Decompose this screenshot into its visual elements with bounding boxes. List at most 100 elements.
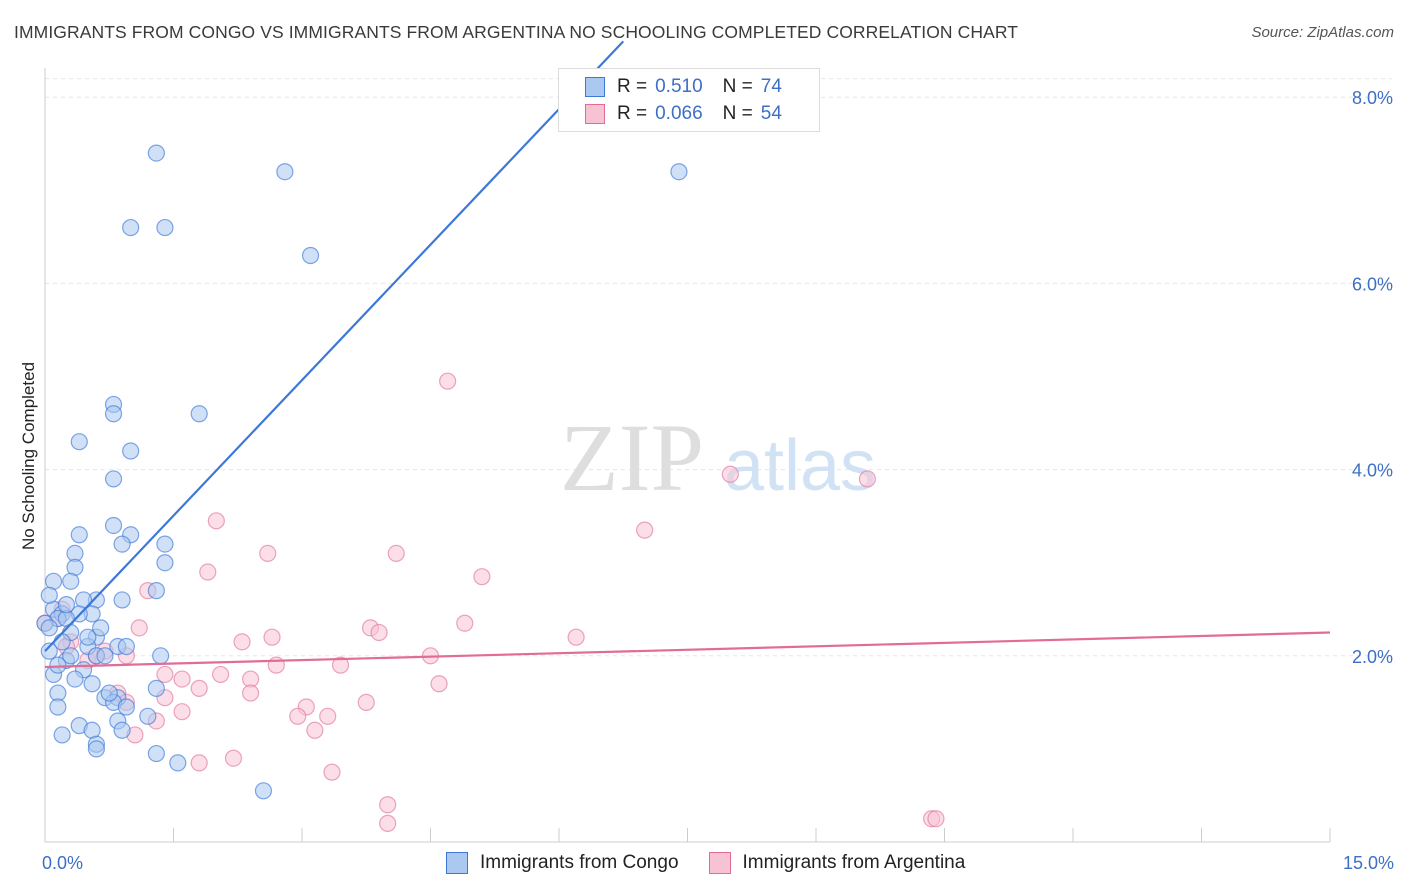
y-tick-label: 2.0% bbox=[1352, 647, 1393, 667]
legend-swatch-congo bbox=[585, 77, 605, 97]
argentina-point bbox=[567, 628, 585, 646]
argentina-point bbox=[173, 703, 191, 721]
congo-point bbox=[53, 726, 71, 744]
congo-point bbox=[156, 554, 174, 572]
congo-points bbox=[36, 144, 688, 800]
argentina-point bbox=[224, 749, 243, 767]
argentina-point bbox=[721, 465, 739, 483]
argentina-point bbox=[173, 670, 191, 688]
congo-point bbox=[113, 591, 131, 609]
congo-point bbox=[49, 698, 67, 716]
congo-point bbox=[147, 679, 165, 697]
tick-labels: 2.0% 4.0% 6.0% 8.0% 0.0% 15.0% bbox=[42, 88, 1394, 873]
congo-point bbox=[122, 218, 140, 237]
argentina-point bbox=[370, 623, 388, 642]
legend-swatch-argentina bbox=[585, 104, 605, 124]
congo-point bbox=[113, 535, 131, 553]
argentina-point bbox=[289, 707, 307, 725]
argentina-point bbox=[199, 563, 217, 581]
argentina-point bbox=[323, 763, 341, 781]
congo-point bbox=[40, 586, 58, 604]
congo-point bbox=[139, 707, 157, 725]
legend-row-congo: R = 0.510 N = 74 bbox=[585, 75, 782, 99]
congo-point bbox=[87, 740, 106, 758]
argentina-point bbox=[858, 470, 877, 488]
watermark-atlas: atlas bbox=[724, 426, 876, 506]
congo-point bbox=[70, 433, 88, 451]
congo-point bbox=[66, 670, 84, 688]
argentina-point bbox=[233, 633, 251, 651]
congo-point bbox=[276, 163, 294, 181]
legend-item-argentina[interactable]: Immigrants from Argentina bbox=[708, 852, 965, 874]
grid-lines bbox=[45, 78, 1392, 657]
congo-point bbox=[96, 647, 114, 665]
congo-point bbox=[301, 246, 320, 265]
congo-point bbox=[147, 144, 165, 162]
argentina-point bbox=[207, 512, 225, 530]
argentina-point bbox=[456, 614, 474, 632]
argentina-point bbox=[267, 656, 285, 674]
legend-label-congo: Immigrants from Congo bbox=[480, 852, 679, 873]
legend-n-label-congo: N = bbox=[722, 76, 753, 97]
argentina-point bbox=[357, 693, 375, 711]
argentina-point bbox=[430, 675, 448, 693]
congo-point bbox=[122, 442, 140, 460]
congo-point bbox=[57, 596, 76, 614]
legend-r-label-argentina: R = bbox=[617, 103, 648, 124]
argentina-point bbox=[263, 628, 281, 646]
congo-point bbox=[100, 684, 118, 702]
legend-r-label-congo: R = bbox=[617, 76, 648, 97]
congo-point bbox=[70, 526, 88, 544]
congo-point bbox=[62, 647, 80, 665]
congo-point bbox=[190, 405, 208, 423]
y-tick-label: 4.0% bbox=[1352, 461, 1393, 481]
congo-point bbox=[147, 582, 165, 600]
argentina-point bbox=[130, 619, 148, 637]
congo-point bbox=[113, 721, 131, 739]
congo-point bbox=[92, 619, 110, 637]
argentina-point bbox=[259, 544, 277, 563]
congo-point bbox=[104, 470, 123, 488]
argentina-point bbox=[319, 707, 337, 725]
congo-point bbox=[40, 619, 58, 637]
x-tick-label-max: 15.0% bbox=[1343, 853, 1394, 873]
legend-item-congo[interactable]: Immigrants from Congo bbox=[446, 852, 679, 874]
argentina-point bbox=[439, 372, 457, 390]
congo-point bbox=[156, 535, 174, 553]
source-credit: Source: ZipAtlas.com bbox=[1251, 24, 1394, 41]
chart-title: IMMIGRANTS FROM CONGO VS IMMIGRANTS FROM… bbox=[14, 22, 1019, 42]
y-tick-label: 8.0% bbox=[1352, 88, 1393, 108]
congo-point bbox=[117, 637, 135, 656]
argentina-point bbox=[212, 665, 230, 684]
legend-n-value-congo: 74 bbox=[760, 76, 782, 97]
legend-swatch-congo-bottom bbox=[446, 852, 468, 874]
legend-n-label-argentina: N = bbox=[722, 103, 753, 124]
congo-point bbox=[169, 754, 187, 772]
stats-legend: R = 0.510 N = 74 R = 0.066 N = 54 bbox=[558, 68, 820, 132]
congo-point bbox=[254, 782, 273, 800]
trend-lines bbox=[44, 40, 1331, 669]
congo-trend-line bbox=[44, 40, 625, 652]
congo-point bbox=[147, 744, 165, 763]
congo-point bbox=[156, 218, 174, 237]
x-tick-label-min: 0.0% bbox=[42, 853, 83, 873]
congo-point bbox=[104, 516, 123, 535]
congo-point bbox=[79, 628, 97, 646]
argentina-point bbox=[379, 796, 397, 814]
argentina-point bbox=[387, 544, 405, 563]
argentina-point bbox=[156, 665, 174, 684]
congo-point bbox=[40, 642, 58, 660]
congo-point bbox=[152, 647, 170, 665]
argentina-point bbox=[473, 568, 491, 586]
legend-swatch-argentina-bottom bbox=[708, 852, 731, 874]
argentina-point bbox=[379, 814, 397, 832]
argentina-point bbox=[190, 754, 208, 772]
argentina-point bbox=[306, 721, 324, 739]
congo-point bbox=[49, 656, 67, 674]
series-legend: Immigrants from Congo Immigrants from Ar… bbox=[446, 852, 995, 874]
argentina-trend-line bbox=[44, 631, 1331, 669]
argentina-points bbox=[36, 372, 945, 832]
congo-point bbox=[104, 405, 123, 423]
congo-point bbox=[670, 163, 688, 181]
